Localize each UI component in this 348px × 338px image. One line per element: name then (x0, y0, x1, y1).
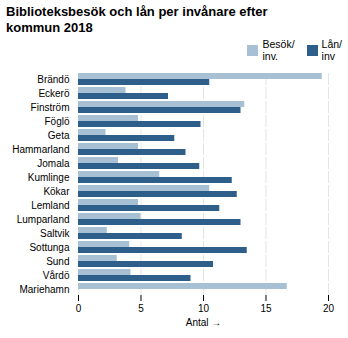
svg-text:Sottunga: Sottunga (29, 242, 69, 253)
svg-text:15: 15 (260, 303, 272, 314)
svg-text:Sund: Sund (46, 256, 69, 267)
html-text:Lån/ inv: Lån/ inv (321, 38, 342, 62)
svg-text:Vårdö: Vårdö (43, 270, 70, 281)
svg-text:20: 20 (323, 303, 335, 314)
svg-text:Geta: Geta (48, 130, 70, 141)
svg-text:Antal →: Antal → (186, 317, 222, 328)
svg-text:Jomala: Jomala (37, 158, 70, 169)
svg-text:Brändö: Brändö (37, 74, 70, 85)
svg-text:10: 10 (198, 303, 210, 314)
html-text:Biblioteksbesök och lån per in: Biblioteksbesök och lån per invånare eft… (6, 4, 268, 35)
svg-text:0: 0 (76, 303, 82, 314)
svg-text:Lemland: Lemland (31, 200, 69, 211)
svg-text:Finström: Finström (31, 102, 70, 113)
svg-text:Eckerö: Eckerö (38, 88, 70, 99)
svg-text:Kumlinge: Kumlinge (28, 172, 70, 183)
svg-text:5: 5 (138, 303, 144, 314)
svg-text:Hammarland: Hammarland (12, 144, 69, 155)
svg-text:Kökar: Kökar (43, 186, 70, 197)
svg-text:Lumparland: Lumparland (17, 214, 70, 225)
svg-text:Mariehamn: Mariehamn (19, 284, 69, 295)
html-text:Besök/ inv.: Besök/ inv. (262, 38, 295, 62)
svg-text:Föglö: Föglö (44, 116, 69, 127)
svg-text:Saltvik: Saltvik (40, 228, 70, 239)
